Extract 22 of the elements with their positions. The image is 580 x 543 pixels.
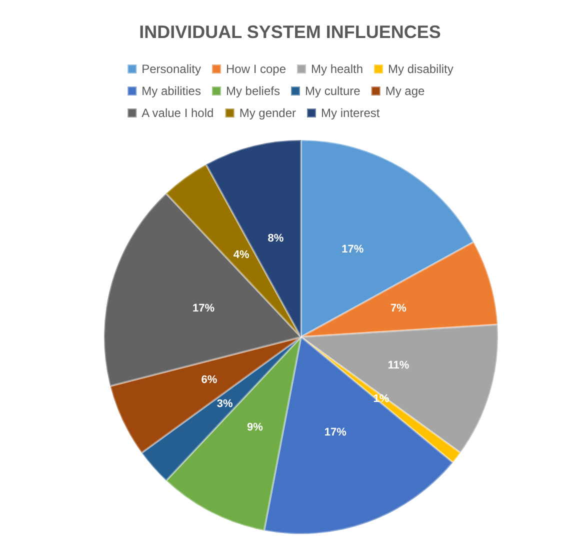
data-label: 9% (246, 421, 264, 434)
legend-label: My health (311, 62, 364, 76)
legend-label: My interest (321, 106, 380, 120)
chart-title: INDIVIDUAL SYSTEM INFLUENCES (139, 22, 441, 42)
legend-label: My beliefs (226, 84, 280, 98)
legend-label: My culture (304, 84, 361, 98)
data-label: 6% (201, 374, 218, 386)
data-label: 11% (388, 359, 410, 372)
data-label: 4% (233, 248, 250, 261)
legend-label: My age (385, 84, 426, 98)
data-label: 3% (216, 398, 234, 410)
data-label: 7% (390, 302, 407, 315)
legend-label: My disability (388, 62, 454, 76)
data-label: 17% (324, 426, 347, 438)
data-label: 17% (342, 244, 364, 256)
legend-label: A value I hold (142, 106, 214, 120)
legend-label: How I cope (226, 62, 286, 76)
legend-label: My abilities (142, 84, 201, 98)
legend-label: Personality (142, 62, 201, 76)
legend-label: My gender (239, 106, 296, 120)
data-label: 17% (192, 302, 215, 315)
data-label: 8% (268, 232, 284, 245)
